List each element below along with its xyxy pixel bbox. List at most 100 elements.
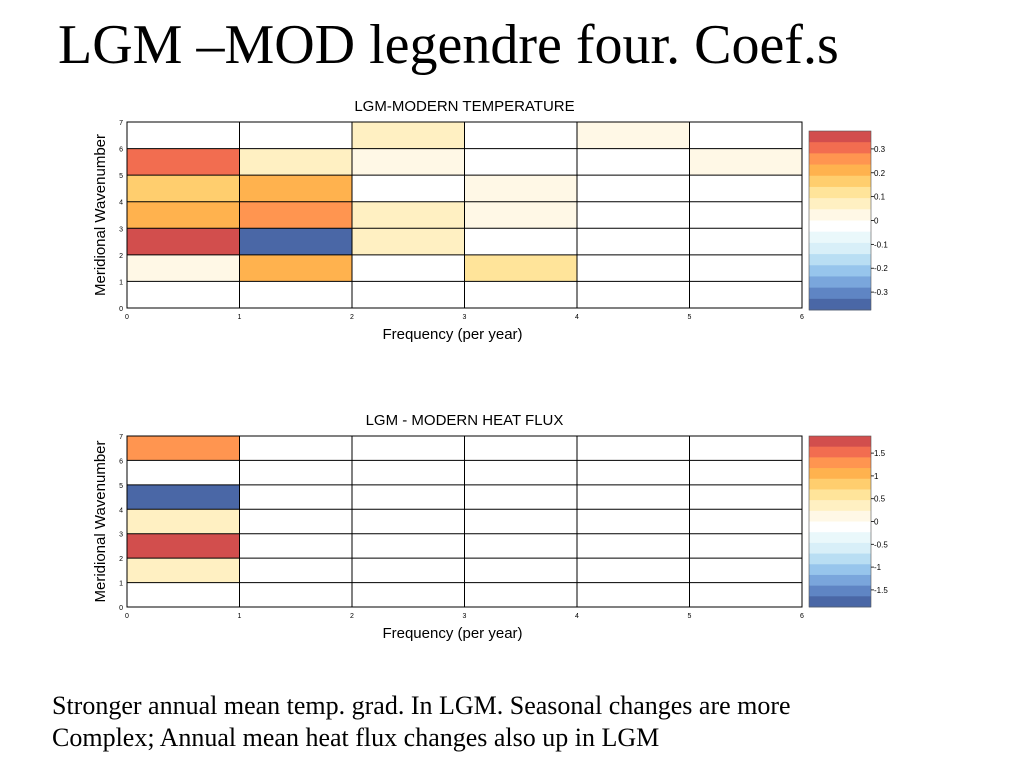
colorbar-segment	[809, 585, 871, 597]
y-tick-label: 2	[119, 253, 123, 260]
x-tick-label: 0	[125, 314, 129, 321]
heatmap-cell	[127, 175, 240, 202]
colorbar-tick-label: 0	[874, 518, 879, 527]
colorbar-segment	[809, 553, 871, 565]
colorbar-segment	[809, 532, 871, 544]
y-tick-label: 1	[119, 581, 123, 588]
heatmap-cell	[127, 148, 240, 176]
x-tick-label: 2	[350, 314, 354, 321]
y-axis-label: Meridional Wavenumber	[92, 440, 109, 602]
heatmap-cell	[239, 201, 352, 229]
y-tick-label: 5	[119, 483, 123, 490]
heatmap-cell	[239, 148, 352, 176]
colorbar-segment	[809, 254, 871, 266]
y-tick-label: 2	[119, 556, 123, 563]
colorbar-segment	[809, 521, 871, 533]
colorbar-segment	[809, 298, 871, 311]
y-tick-label: 3	[119, 226, 123, 233]
y-tick-label: 6	[119, 458, 123, 465]
heatmap-cell	[127, 254, 240, 282]
heatmap-cell	[127, 533, 240, 559]
colorbar-tick-label: 0	[874, 217, 879, 226]
x-tick-label: 1	[238, 613, 242, 620]
heatmap-cell	[352, 122, 465, 149]
chart-title: LGM-MODERN TEMPERATURE	[354, 98, 574, 115]
colorbar-segment	[809, 242, 871, 255]
colorbar-segment	[809, 564, 871, 576]
y-tick-label: 0	[119, 605, 123, 612]
y-tick-label: 3	[119, 532, 123, 539]
x-axis-label: Frequency (per year)	[382, 326, 522, 343]
heatmap-cell	[352, 254, 465, 282]
heatmap-cell	[127, 484, 240, 510]
slide-caption: Stronger annual mean temp. grad. In LGM.…	[52, 690, 791, 754]
colorbar-tick-label: 0.5	[874, 495, 886, 504]
colorbar-segment	[809, 153, 871, 165]
colorbar-segment	[809, 142, 871, 154]
y-tick-label: 7	[119, 434, 123, 441]
x-tick-label: 0	[125, 613, 129, 620]
colorbar-tick-label: 0.2	[874, 169, 886, 178]
plot-frame	[126, 121, 803, 309]
heatmap-cell	[127, 436, 240, 461]
x-tick-label: 3	[463, 314, 467, 321]
colorbar-tick-label: -0.2	[874, 264, 888, 273]
colorbar-segment	[809, 131, 871, 143]
heatmap-cell	[239, 281, 352, 308]
colorbar-segment	[809, 186, 871, 199]
colorbar-segment	[809, 478, 871, 490]
slide-title: LGM –MOD legendre four. Coef.s	[58, 14, 839, 76]
colorbar-segment	[809, 231, 871, 244]
colorbar-tick-label: -1.5	[874, 586, 888, 595]
x-tick-label: 1	[238, 314, 242, 321]
x-tick-label: 3	[463, 613, 467, 620]
heatmap-cell	[464, 201, 577, 229]
heatmap-cell	[127, 460, 240, 485]
x-axis-label: Frequency (per year)	[382, 625, 522, 642]
colorbar-segment	[809, 265, 871, 277]
x-tick-label: 4	[575, 613, 579, 620]
heatmap-cell	[352, 228, 465, 255]
colorbar-segment	[809, 209, 871, 221]
colorbar-segment	[809, 287, 871, 300]
colorbar-segment	[809, 446, 871, 458]
heatmap-cell	[239, 254, 352, 282]
x-tick-label: 5	[688, 314, 692, 321]
y-tick-label: 6	[119, 147, 123, 154]
heatmap-cell	[127, 558, 240, 583]
colorbar-segment	[809, 574, 871, 587]
y-tick-label: 1	[119, 279, 123, 286]
heatmap-cell	[127, 201, 240, 229]
colorbar-segment	[809, 276, 871, 289]
caption-line-1: Stronger annual mean temp. grad. In LGM.…	[52, 691, 791, 720]
colorbar-tick-label: -0.3	[874, 288, 888, 297]
heatmap-cell	[464, 175, 577, 202]
colorbar-segment	[809, 542, 871, 554]
y-tick-label: 7	[119, 120, 123, 127]
colorbar-segment	[809, 510, 871, 522]
colorbar-segment	[809, 468, 871, 480]
colorbar-tick-label: 0.3	[874, 145, 886, 154]
y-axis-label: Meridional Wavenumber	[92, 134, 109, 296]
y-tick-label: 4	[119, 507, 123, 514]
x-tick-label: 2	[350, 613, 354, 620]
colorbar-segment	[809, 164, 871, 177]
x-tick-label: 4	[575, 314, 579, 321]
colorbar-tick-label: -0.1	[874, 240, 888, 249]
heatmap-cell	[127, 228, 240, 255]
colorbar-segment	[809, 175, 871, 188]
heatmap-cell	[352, 201, 465, 229]
colorbar-tick-label: 1.5	[874, 449, 886, 458]
y-tick-label: 5	[119, 173, 123, 180]
colorbar-segment	[809, 220, 871, 233]
y-tick-label: 0	[119, 306, 123, 313]
plot-frame	[126, 435, 803, 608]
colorbar-segment	[809, 500, 871, 512]
colorbar-tick-label: -1	[874, 563, 882, 572]
colorbar-segment	[809, 436, 871, 448]
chart-title: LGM - MODERN HEAT FLUX	[366, 412, 564, 429]
colorbar-tick-label: 1	[874, 472, 879, 481]
heatmap-cell	[577, 122, 690, 149]
colorbar-segment	[809, 489, 871, 501]
